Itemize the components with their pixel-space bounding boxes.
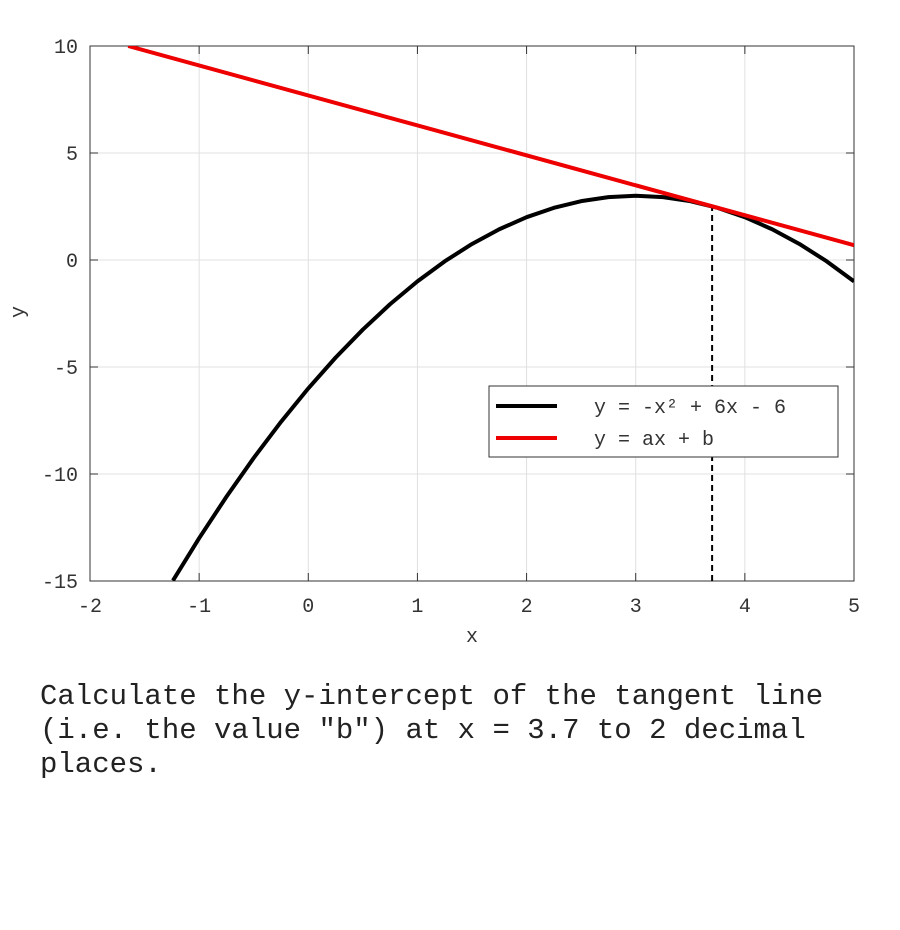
question-text: Calculate the y-intercept of the tangent… — [40, 680, 824, 781]
x-tick-label: 5 — [848, 596, 860, 619]
series-line — [127, 46, 854, 248]
x-tick-label: -1 — [187, 596, 211, 619]
legend-label: y = ax + b — [594, 429, 714, 452]
x-tick-label: 3 — [630, 596, 642, 619]
y-tick-label: 0 — [66, 251, 78, 274]
legend-label: y = -x² + 6x - 6 — [594, 397, 786, 420]
x-axis-label: x — [466, 626, 478, 649]
x-tick-label: 2 — [521, 596, 533, 619]
x-tick-label: -2 — [78, 596, 102, 619]
y-tick-label: 10 — [54, 37, 78, 60]
y-tick-label: -15 — [42, 572, 78, 595]
legend-box — [488, 385, 839, 458]
x-tick-label: 1 — [411, 596, 423, 619]
y-tick-label: -10 — [42, 465, 78, 488]
x-tick-label: 4 — [739, 596, 751, 619]
plot-frame — [89, 45, 855, 582]
y-tick-label: -5 — [54, 358, 78, 381]
y-axis-label: y — [8, 306, 31, 318]
x-tick-label: 0 — [302, 596, 314, 619]
y-tick-label: 5 — [66, 144, 78, 167]
